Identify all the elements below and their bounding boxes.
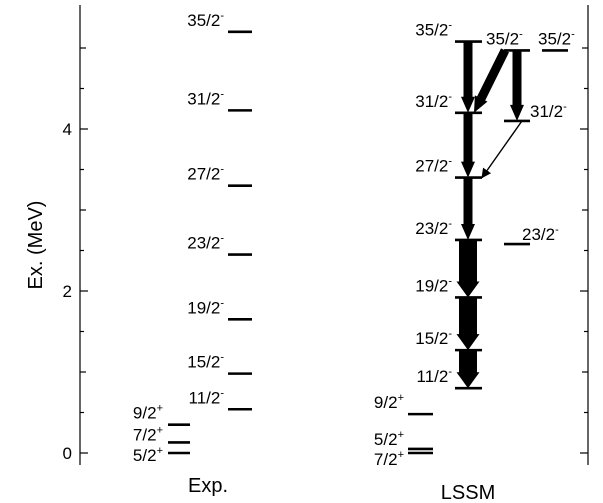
lssm-side-level-group: 35/2- 35/2- 31/2- 23/2- xyxy=(486,28,575,246)
lssm-side-level-label: 35/2- xyxy=(538,28,575,48)
transition-arrow xyxy=(510,50,524,121)
lssm-level-label: 5/2+ xyxy=(374,429,404,449)
transition-arrow xyxy=(461,41,475,113)
lssm-level-group: 7/2+5/2+ 9/2+ 11/2- 15/2- 19/2- 23/2- 27/2- 31/… xyxy=(374,20,482,469)
exp-level-label: 23/2- xyxy=(187,233,224,253)
exp-level-label: 9/2+ xyxy=(133,403,163,423)
transition-group xyxy=(456,41,524,389)
transition-arrow xyxy=(481,120,523,179)
lssm-side-level-label: 35/2- xyxy=(486,28,523,48)
lssm-level-label: 7/2+ xyxy=(374,449,404,469)
exp-level-label: 35/2- xyxy=(187,10,224,30)
lssm-level-label: 19/2- xyxy=(415,275,452,295)
exp-level-label: 11/2- xyxy=(189,387,225,407)
lssm-side-level-label: 23/2- xyxy=(522,224,559,244)
lssm-level-label: 9/2+ xyxy=(374,392,404,412)
exp-level-label: 27/2- xyxy=(187,164,224,184)
lssm-level-label: 27/2- xyxy=(415,156,452,176)
lssm-level-label: 35/2- xyxy=(415,20,452,40)
lssm-side-level-label: 31/2- xyxy=(530,101,567,121)
exp-level-label: 19/2- xyxy=(187,297,224,317)
transition-arrow xyxy=(456,240,480,298)
transition-arrow xyxy=(474,48,509,113)
exp-level-label: 7/2+ xyxy=(133,424,163,444)
lssm-column-title: LSSM xyxy=(441,482,495,503)
transition-arrow xyxy=(456,297,480,351)
y-tick-label: 4 xyxy=(63,120,72,139)
exp-column-title: Exp. xyxy=(188,475,228,497)
y-tick-label: 0 xyxy=(63,444,72,463)
exp-level-label: 31/2- xyxy=(187,88,224,108)
lssm-level-label: 15/2- xyxy=(415,328,452,348)
axis-tick-labels: 0 2 4 xyxy=(63,120,72,463)
y-tick-label: 2 xyxy=(63,282,72,301)
lssm-level-label: 23/2- xyxy=(415,218,452,238)
axis-ticks xyxy=(80,47,588,454)
exp-level-group: 5/2+7/2+9/2+ 11/2- 15/2- 19/2- 23/2- 27/2- 31/… xyxy=(133,10,252,465)
transition-arrow xyxy=(456,350,480,389)
exp-level-label: 5/2+ xyxy=(133,445,163,465)
lssm-level-label: 11/2- xyxy=(417,366,453,386)
exp-level-label: 15/2- xyxy=(187,352,224,372)
transition-arrow xyxy=(461,177,475,240)
transition-arrow xyxy=(461,112,475,178)
y-axis-title: Ex. (MeV) xyxy=(25,201,47,290)
lssm-level-label: 31/2- xyxy=(415,91,452,111)
